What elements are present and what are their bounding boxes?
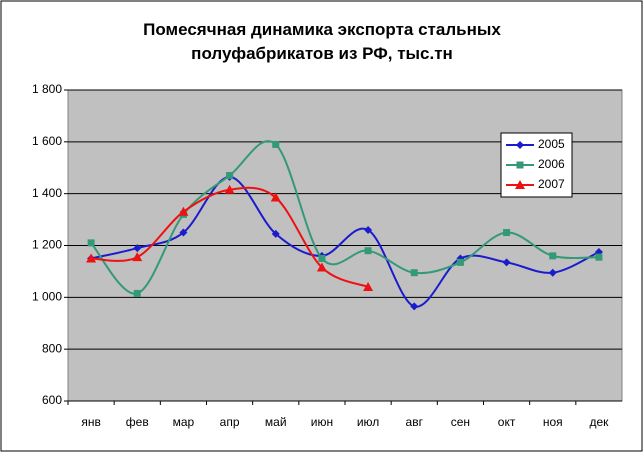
marker — [549, 252, 557, 260]
marker — [271, 229, 280, 238]
x-tick-label: июл — [357, 415, 379, 429]
legend: 2005 2006 2007 — [500, 132, 573, 198]
y-tick-label: 1 800 — [32, 82, 62, 96]
marker — [364, 247, 372, 255]
marker — [456, 258, 464, 266]
marker — [133, 244, 142, 253]
marker — [595, 253, 603, 261]
marker — [364, 225, 373, 234]
y-tick-label: 800 — [42, 341, 62, 355]
x-tick-label: мар — [173, 415, 195, 429]
y-tick-label: 1 200 — [32, 238, 62, 252]
marker — [502, 258, 511, 267]
y-tick-label: 600 — [42, 393, 62, 407]
x-tick-label: фев — [126, 415, 149, 429]
legend-label: 2005 — [538, 137, 565, 151]
marker — [272, 140, 280, 148]
marker — [224, 184, 235, 194]
y-tick-label: 1 000 — [32, 290, 62, 304]
marker — [270, 192, 281, 202]
marker — [363, 281, 374, 291]
x-tick-label: дек — [589, 415, 609, 429]
x-tick-label: авг — [406, 415, 424, 429]
marker — [318, 254, 326, 262]
marker — [87, 239, 95, 247]
y-tick-label: 1 400 — [32, 186, 62, 200]
marker — [548, 268, 557, 277]
marker — [178, 206, 189, 216]
marker — [410, 302, 419, 311]
x-tick-label: янв — [81, 415, 101, 429]
legend-label: 2007 — [538, 177, 565, 191]
marker — [132, 252, 143, 262]
marker — [410, 269, 418, 277]
marker — [503, 229, 511, 237]
x-tick-label: окт — [498, 415, 516, 429]
marker — [226, 172, 234, 180]
chart-title: Помесячная динамика экспорта стальных по… — [143, 20, 501, 63]
marker — [86, 253, 97, 263]
x-tick-label: сен — [451, 415, 470, 429]
y-tick-label: 1 600 — [32, 134, 62, 148]
marker — [179, 228, 188, 237]
marker — [316, 262, 327, 272]
marker — [133, 289, 141, 297]
x-tick-label: июн — [311, 415, 333, 429]
x-tick-label: май — [265, 415, 287, 429]
x-tick-label: ноя — [543, 415, 563, 429]
legend-label: 2006 — [538, 157, 565, 171]
marker — [515, 180, 525, 189]
x-tick-label: апр — [220, 415, 240, 429]
marker — [516, 161, 524, 169]
marker — [516, 141, 524, 149]
